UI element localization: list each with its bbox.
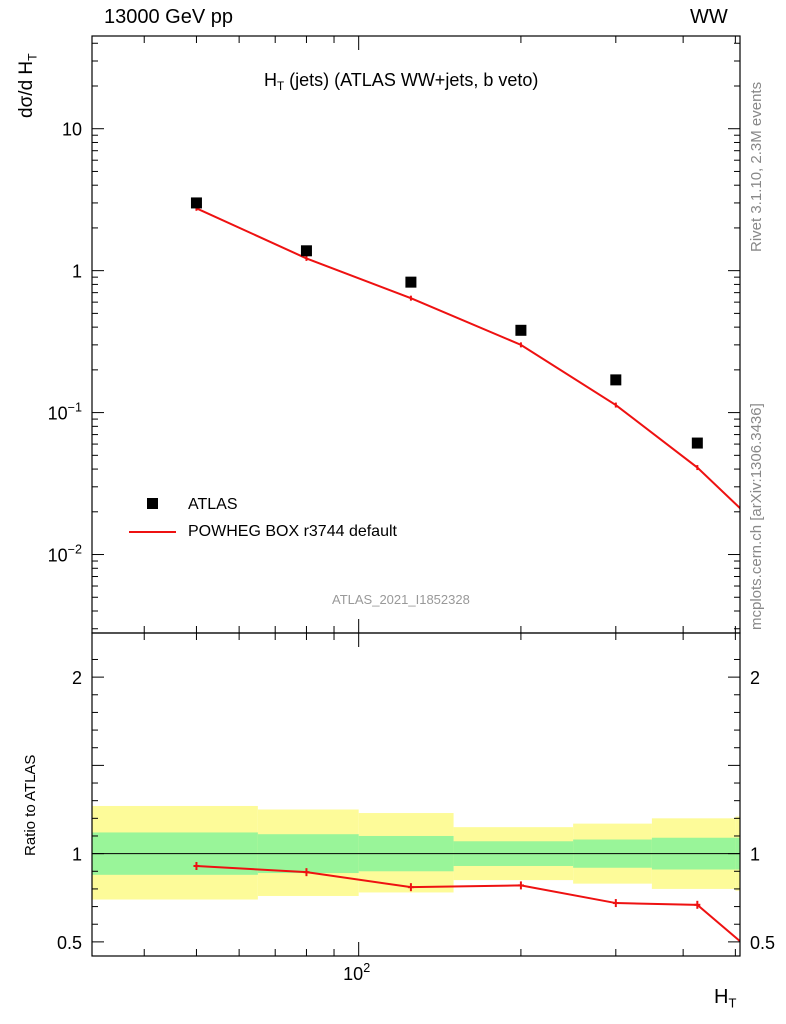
legend-marker-atlas	[147, 498, 158, 509]
source-reference-label: mcplots.cern.ch [arXiv:1306.3436]	[748, 403, 765, 630]
legend-entry-powheg: POWHEG BOX r3744 default	[188, 523, 397, 540]
main-y-axis-title-main: dσ/d H	[16, 60, 37, 118]
atlas-data-point	[405, 276, 417, 288]
chart-title-rest: (jets) (ATLAS WW+jets, b veto)	[284, 70, 539, 90]
legend-entry-atlas: ATLAS	[188, 496, 238, 513]
x-axis-title-sub: T	[728, 995, 737, 1011]
rivet-version-label: Rivet 3.1.10, 2.3M events	[748, 81, 765, 252]
x-tick-label: 102	[343, 961, 370, 984]
main-y-axis-title-sub: T	[25, 53, 40, 61]
main-y-tick-label: 10−1	[48, 401, 82, 424]
main-y-tick-label: 1	[72, 262, 82, 282]
chart-title-main: H	[264, 70, 277, 90]
header-left: 13000 GeV pp	[104, 6, 233, 28]
main-frame	[91, 35, 741, 634]
analysis-watermark: ATLAS_2021_I1852328	[332, 592, 470, 607]
atlas-data-point	[190, 197, 202, 209]
ratio-y-tick-label-right: 1	[750, 845, 760, 865]
powheg-line	[196, 207, 740, 510]
x-axis-title: HT	[714, 986, 736, 1011]
ratio-y-tick-label-right: 0.5	[750, 933, 775, 953]
ratio-y-tick-label-left: 1	[72, 845, 82, 865]
atlas-data-point	[300, 245, 312, 257]
chart-title: HT (jets) (ATLAS WW+jets, b veto)	[264, 70, 538, 93]
atlas-data-point	[691, 437, 703, 449]
ratio-plot-area	[92, 805, 740, 943]
main-plot-area	[190, 197, 784, 510]
ratio-y-tick-label-left: 0.5	[57, 933, 82, 953]
main-y-tick-label: 10−2	[48, 543, 82, 566]
atlas-data-point	[773, 468, 784, 479]
atlas-data-point	[515, 324, 527, 336]
main-y-tick-label: 10	[62, 120, 82, 140]
atlas-data-point	[610, 374, 622, 386]
chart-title-sub: T	[277, 80, 285, 94]
ratio-y-axis-title: Ratio to ATLAS	[22, 754, 39, 856]
ratio-y-tick-label-left: 2	[72, 668, 82, 688]
main-y-axis-title: dσ/d HT	[16, 53, 39, 118]
header-right: WW	[690, 6, 728, 28]
ratio-y-tick-label-right: 2	[750, 668, 760, 688]
ratio-frame	[91, 632, 741, 957]
x-axis-title-main: H	[714, 986, 729, 1008]
